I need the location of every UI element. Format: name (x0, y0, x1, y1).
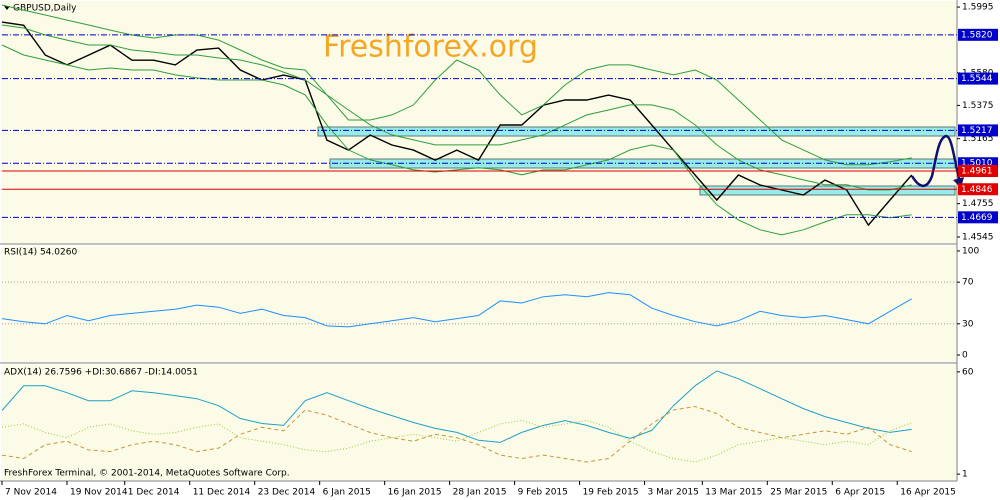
x-tick-label: 16 Apr 2015 (900, 488, 956, 498)
x-tick-label: 7 Nov 2014 (5, 488, 57, 498)
level-label-box (958, 183, 998, 196)
x-tick-label: 28 Jan 2015 (453, 488, 507, 498)
y-tick-label: 1 (962, 470, 968, 480)
level-label: 1.5217 (961, 126, 993, 136)
x-tick-label: 25 Mar 2015 (770, 488, 827, 498)
y-tick-label: 100 (962, 246, 979, 256)
series-line (1, 44, 912, 236)
level-label: 1.5010 (961, 159, 993, 169)
level-label: 1.4669 (961, 213, 993, 223)
adx-panel (1, 365, 957, 480)
level-label-box (958, 211, 998, 224)
y-tick-label: 70 (962, 278, 974, 288)
series-line (1, 4, 912, 166)
y-tick-label: 1.4545 (962, 232, 994, 242)
x-tick-label: 3 Mar 2015 (648, 488, 699, 498)
series-line (1, 21, 913, 227)
rsi-panel (1, 246, 957, 362)
level-label: 1.5820 (961, 30, 993, 40)
level-label-box (958, 72, 998, 85)
level-label: 1.4846 (961, 185, 993, 195)
level-label-box (958, 124, 998, 137)
resistance-zone (317, 126, 956, 137)
series-line (1, 24, 912, 191)
x-tick-label: 23 Dec 2014 (258, 488, 316, 498)
series-line (1, 370, 912, 443)
chart-title: GBPUSD,Daily (13, 4, 77, 14)
x-tick-label: 19 Nov 2014 (70, 488, 128, 498)
y-tick-label: 1.5375 (962, 101, 994, 111)
indicator-title: RSI(14) 54.0260 (4, 248, 77, 258)
y-tick-label: 1.5995 (962, 3, 994, 13)
x-tick-label: 6 Apr 2015 (835, 488, 885, 498)
y-tick-label: 1.4755 (962, 199, 994, 209)
indicator-title: ADX(14) 26.7596 +DI:30.6867 -DI:14.0051 (4, 368, 198, 378)
x-tick-label: 11 Dec 2014 (193, 488, 251, 498)
y-tick-label: 60 (962, 367, 974, 377)
x-tick-label: 6 Jan 2015 (323, 488, 371, 498)
level-label-box (958, 28, 998, 41)
watermark: Freshforex.org (323, 30, 538, 65)
series-line (1, 405, 912, 463)
main-panel (1, 1, 957, 243)
x-tick-label: 9 Feb 2015 (518, 488, 568, 498)
x-tick-label: 1 Dec 2014 (128, 488, 180, 498)
x-tick-label: 19 Feb 2015 (583, 488, 639, 498)
x-tick-label: 16 Jan 2015 (388, 488, 442, 498)
level-label-box (958, 165, 998, 178)
forecast-arrow (910, 134, 962, 187)
y-tick-label: 30 (962, 319, 974, 329)
series-line (1, 292, 912, 328)
level-label: 1.4961 (961, 167, 993, 177)
level-label: 1.5544 (961, 74, 993, 84)
x-tick-label: 13 Mar 2015 (705, 488, 762, 498)
support-zone (699, 185, 956, 196)
y-tick-label: 0 (962, 351, 968, 361)
footer: FreshForex Terminal, © 2001-2014, MetaQu… (4, 469, 290, 479)
y-tick-label: 1.5165 (962, 134, 994, 144)
